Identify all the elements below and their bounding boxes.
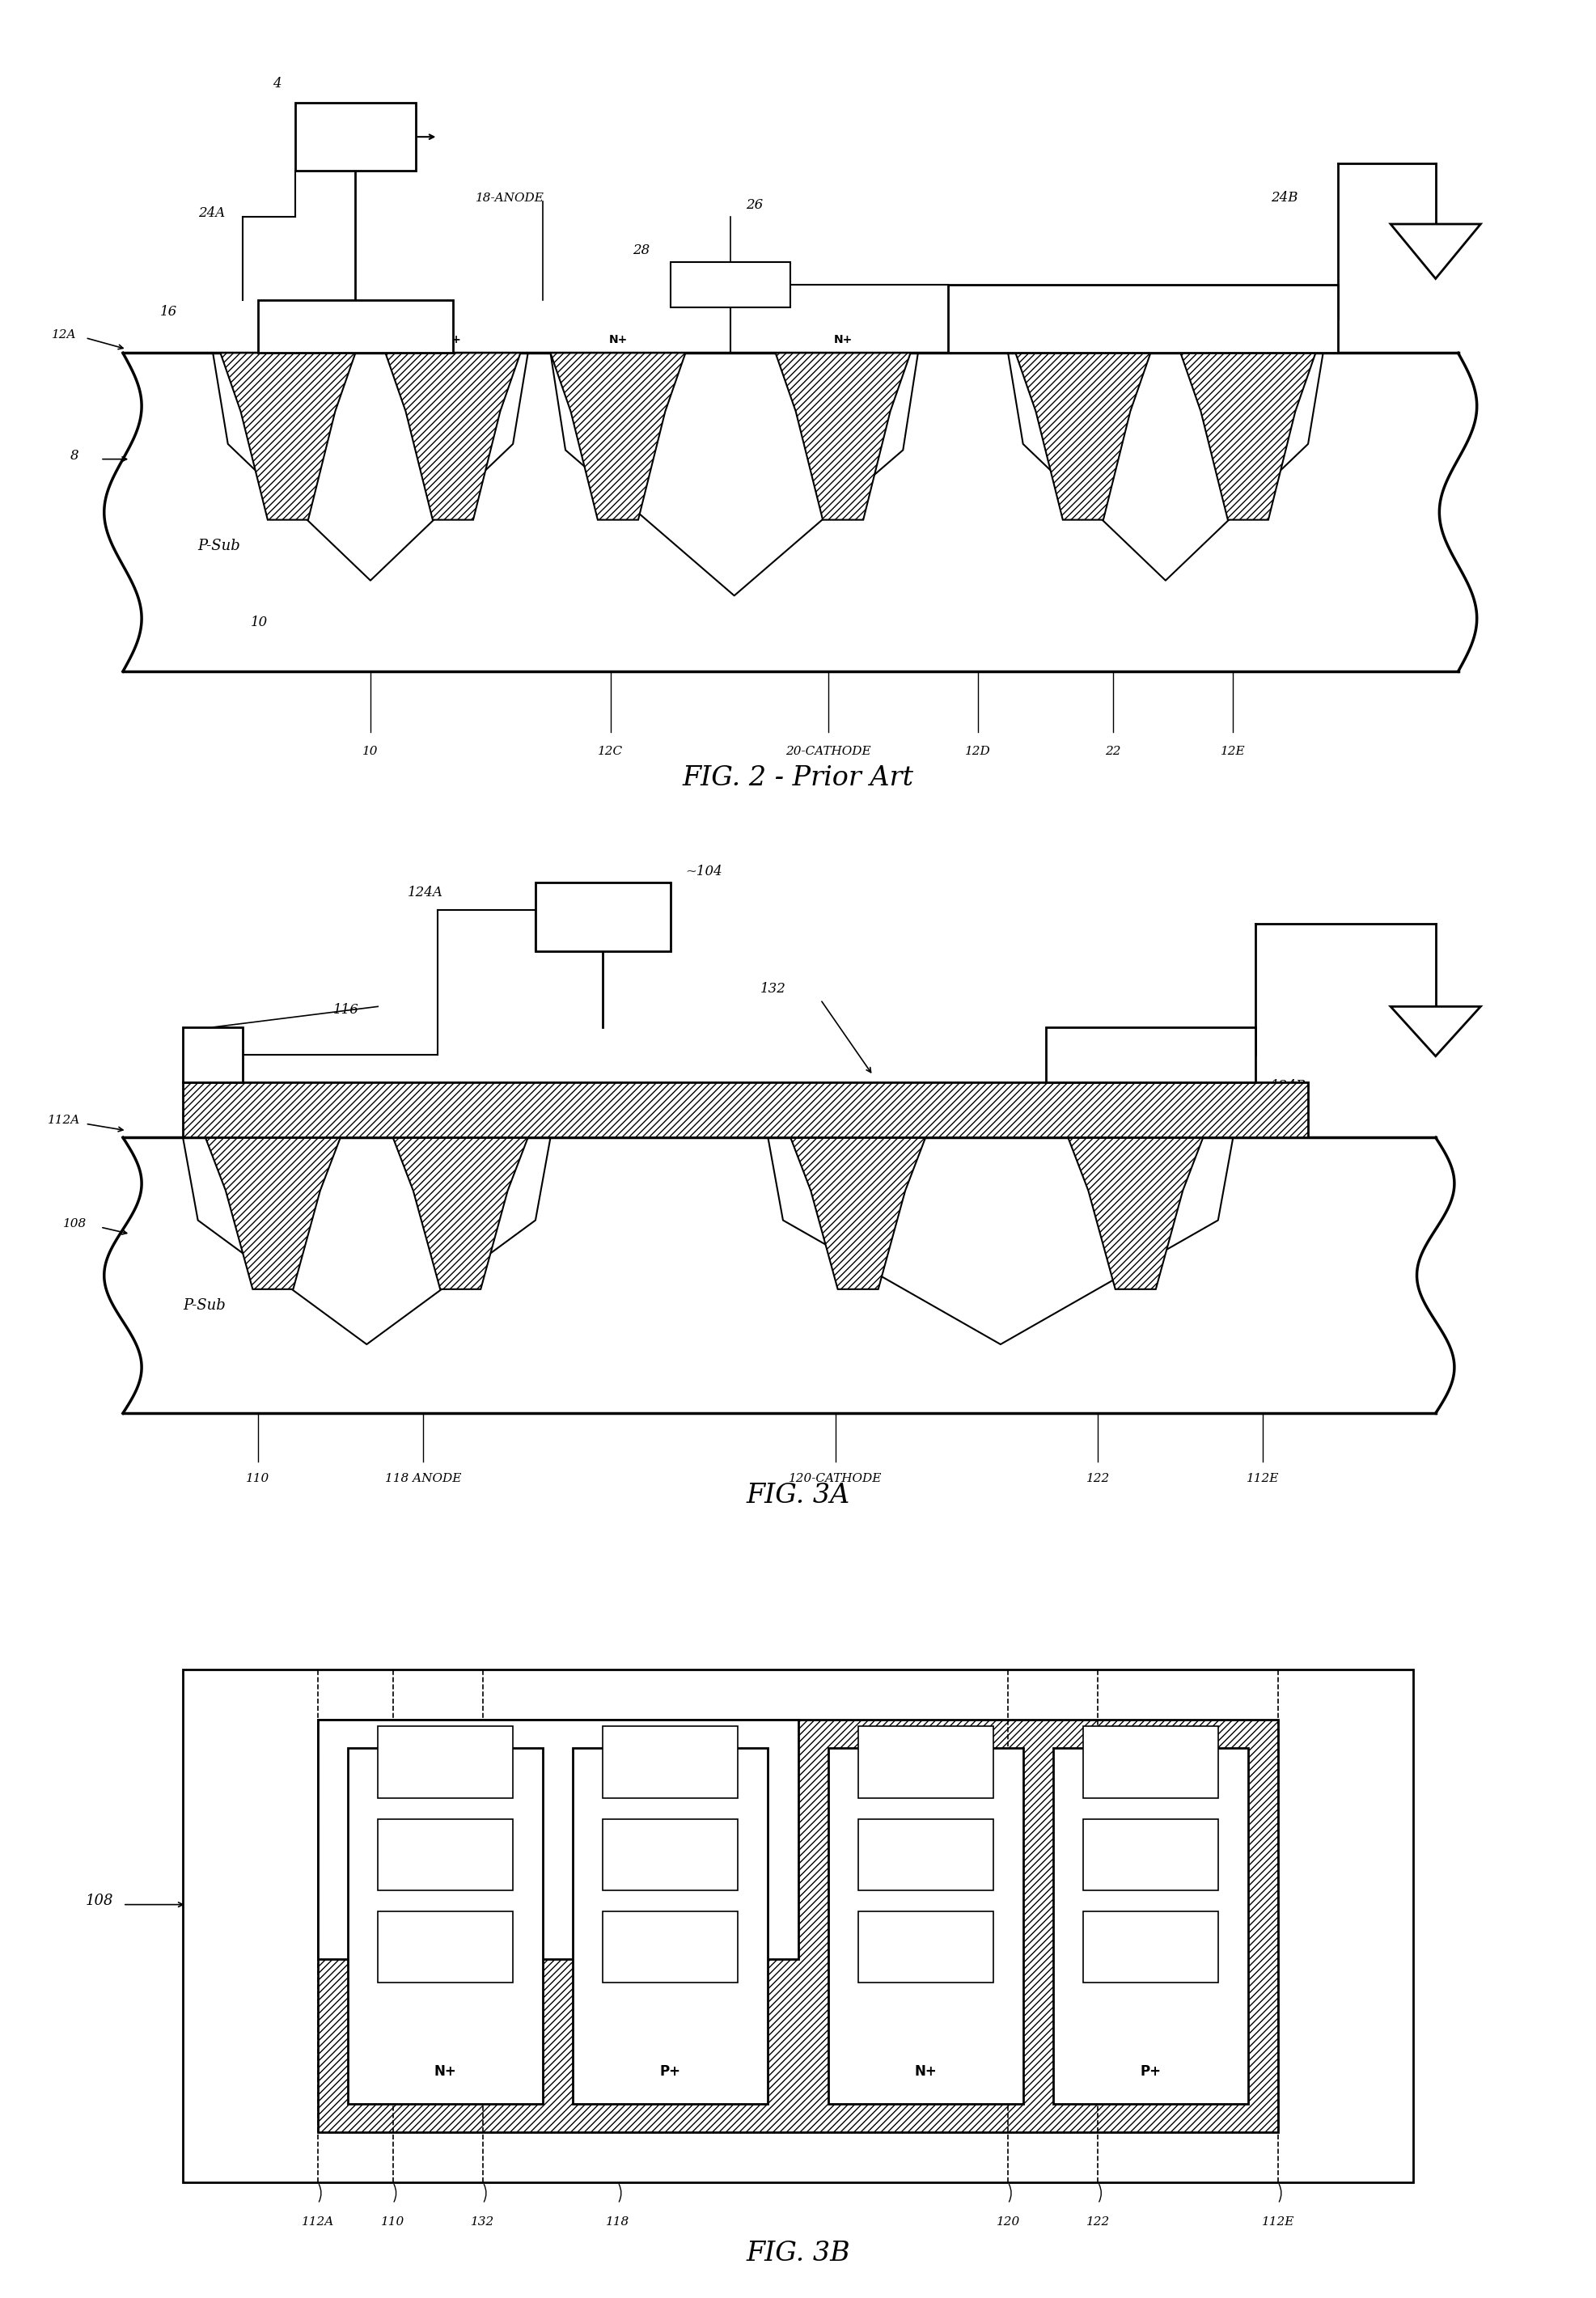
Polygon shape (1390, 223, 1481, 278)
Text: 118 ANODE: 118 ANODE (385, 1473, 461, 1485)
Bar (1053, 1749, 1248, 2105)
Text: 20-CATHODE: 20-CATHODE (785, 747, 871, 758)
Text: 112A: 112A (302, 2215, 334, 2227)
Polygon shape (206, 1138, 340, 1289)
Polygon shape (1015, 354, 1151, 519)
Text: P+: P+ (452, 1119, 469, 1131)
Text: P-Sub: P-Sub (198, 538, 241, 554)
Text: 120-CATHODE: 120-CATHODE (788, 1473, 883, 1485)
Text: 12E: 12E (1221, 747, 1245, 758)
Bar (184, 1668, 1412, 2183)
Text: FIG. 3A: FIG. 3A (745, 1482, 851, 1507)
Text: P-Sub: P-Sub (184, 1298, 225, 1312)
Bar (828, 1749, 1023, 2105)
Text: 112E: 112E (1246, 1473, 1280, 1485)
Text: 22: 22 (1104, 747, 1120, 758)
Text: 132: 132 (760, 981, 787, 995)
Bar (1084, 1820, 1218, 1891)
Polygon shape (790, 1138, 926, 1289)
Bar (603, 1726, 737, 1797)
Bar (318, 1719, 1278, 2133)
Polygon shape (1390, 1007, 1481, 1057)
Text: 112E: 112E (1262, 2215, 1294, 2227)
Bar (573, 1749, 768, 2105)
Text: 124B: 124B (1270, 1078, 1306, 1092)
Polygon shape (776, 354, 910, 519)
Text: 12A: 12A (51, 329, 77, 340)
Text: N+: N+ (849, 1119, 867, 1131)
Text: P+: P+ (1074, 333, 1092, 345)
Bar (184, 1027, 243, 1082)
Text: 120: 120 (996, 2215, 1020, 2227)
Bar (318, 1719, 798, 1958)
Text: 28: 28 (634, 244, 650, 257)
Text: 8: 8 (70, 448, 78, 462)
Bar (295, 103, 415, 170)
Bar (348, 1749, 543, 2105)
Text: P+: P+ (1238, 333, 1258, 345)
Text: 110: 110 (381, 2215, 405, 2227)
Text: P+: P+ (1140, 2064, 1160, 2080)
Text: 122: 122 (1087, 1473, 1109, 1485)
Text: 124A: 124A (409, 885, 444, 899)
Text: 16: 16 (160, 306, 177, 319)
Text: 112A: 112A (48, 1115, 80, 1126)
Bar (859, 1912, 993, 1983)
Text: 132: 132 (471, 2215, 495, 2227)
Text: N+: N+ (263, 1119, 282, 1131)
Text: 24A: 24A (198, 207, 225, 221)
Text: 110: 110 (246, 1473, 270, 1485)
Text: 10: 10 (251, 616, 268, 630)
Polygon shape (386, 354, 520, 519)
Text: 18-ANODE: 18-ANODE (476, 193, 544, 205)
Text: FIG. 2 - Prior Art: FIG. 2 - Prior Art (683, 765, 913, 791)
Text: 10: 10 (362, 747, 378, 758)
Text: 24B: 24B (1270, 191, 1298, 205)
Bar (859, 1820, 993, 1891)
Text: 122: 122 (1087, 2215, 1109, 2227)
Bar (318, 1719, 1278, 2133)
Bar (1045, 1027, 1256, 1082)
Bar (1084, 1726, 1218, 1797)
Text: ~104: ~104 (685, 864, 723, 878)
Bar (948, 285, 1337, 354)
Text: P+: P+ (1127, 1119, 1144, 1131)
Polygon shape (551, 354, 685, 519)
Text: 12D: 12D (966, 747, 991, 758)
Text: P+: P+ (661, 2064, 681, 2080)
Bar (378, 1726, 512, 1797)
Text: P+: P+ (444, 333, 461, 345)
Bar (859, 1726, 993, 1797)
Bar (259, 299, 453, 354)
Text: 116: 116 (334, 1002, 359, 1016)
Polygon shape (1068, 1138, 1203, 1289)
Text: 108: 108 (62, 1218, 86, 1229)
Bar (1084, 1912, 1218, 1983)
Text: 108: 108 (86, 1894, 113, 1907)
Text: 118: 118 (606, 2215, 630, 2227)
Bar (670, 262, 790, 308)
Text: 26: 26 (745, 198, 763, 211)
Text: N+: N+ (279, 333, 297, 345)
Text: FIG. 3B: FIG. 3B (745, 2241, 851, 2266)
Bar (184, 1082, 1309, 1138)
Text: N+: N+ (915, 2064, 937, 2080)
Text: 12C: 12C (598, 747, 622, 758)
Bar (603, 1912, 737, 1983)
Bar (535, 882, 670, 951)
Polygon shape (1181, 354, 1315, 519)
Bar (184, 1082, 1309, 1138)
Bar (603, 1820, 737, 1891)
Text: N+: N+ (608, 333, 627, 345)
Text: 4: 4 (273, 78, 281, 92)
Bar (378, 1820, 512, 1891)
Polygon shape (393, 1138, 528, 1289)
Bar (378, 1912, 512, 1983)
Text: N+: N+ (434, 2064, 456, 2080)
Polygon shape (220, 354, 356, 519)
Text: N+: N+ (833, 333, 852, 345)
